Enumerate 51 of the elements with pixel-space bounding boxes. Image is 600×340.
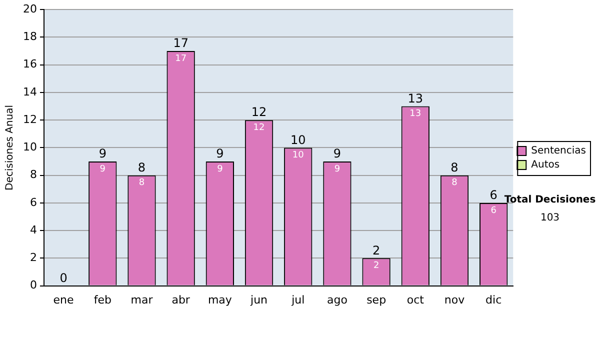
legend-label: Autos [531, 160, 560, 171]
y-tick-label: 4 [30, 223, 37, 236]
x-tick-label: may [208, 293, 232, 306]
total-label: 0 [60, 270, 68, 285]
x-tick-label: nov [444, 293, 466, 306]
data-label: 10 [292, 150, 304, 161]
text: 103 [540, 212, 560, 224]
total-label: 9 [333, 146, 342, 161]
x-tick-label: jun [250, 293, 268, 306]
y-tick-label: 16 [22, 58, 37, 71]
y-tick-label: 14 [22, 85, 37, 98]
total-label: 17 [173, 36, 188, 50]
x-tick-label: mar [130, 293, 154, 306]
data-label: 9 [334, 164, 340, 174]
total-label: 8 [450, 160, 458, 174]
total-label: 10 [290, 132, 306, 147]
annotation: Total Decisiones [504, 194, 596, 206]
x-tick-label: jul [290, 293, 305, 306]
total-label: 13 [408, 91, 424, 106]
total-label: 9 [98, 146, 106, 161]
data-label: 9 [100, 164, 106, 174]
x-tick-label: abr [172, 293, 190, 306]
data-label: 8 [138, 178, 145, 188]
y-tick-label: 0 [30, 278, 37, 292]
y-tick-label: 20 [22, 2, 37, 16]
x-tick-label: oct [406, 293, 425, 306]
data-label: 2 [373, 261, 380, 272]
x-tick-label: ago [326, 293, 348, 306]
x-tick-label: sep [366, 293, 386, 306]
data-label: 8 [452, 178, 458, 188]
legend-label: Sentencias [531, 146, 586, 157]
y-axis-title: Decisiones Anual [4, 104, 16, 190]
x-tick-label: dic [486, 293, 502, 306]
data-label: 12 [253, 122, 265, 133]
data-label: 17 [175, 54, 187, 64]
total-label: 6 [490, 188, 498, 202]
x-tick-label: ene [53, 293, 74, 306]
y-tick-label: 10 [22, 140, 37, 154]
y-tick-label: 8 [30, 168, 37, 182]
x-tick-label: feb [94, 293, 112, 306]
data-label: 9 [217, 164, 224, 174]
y-tick-label: 12 [22, 112, 37, 126]
total-label: 8 [138, 160, 146, 174]
y-tick-label: 6 [30, 196, 37, 209]
total-label: 9 [216, 146, 224, 161]
data-label: 13 [410, 109, 422, 120]
data-label: 6 [490, 206, 497, 216]
y-tick-label: 18 [22, 30, 37, 44]
y-tick-label: 2 [30, 251, 37, 264]
total-label: 12 [251, 105, 267, 120]
total-label: 2 [372, 243, 380, 258]
